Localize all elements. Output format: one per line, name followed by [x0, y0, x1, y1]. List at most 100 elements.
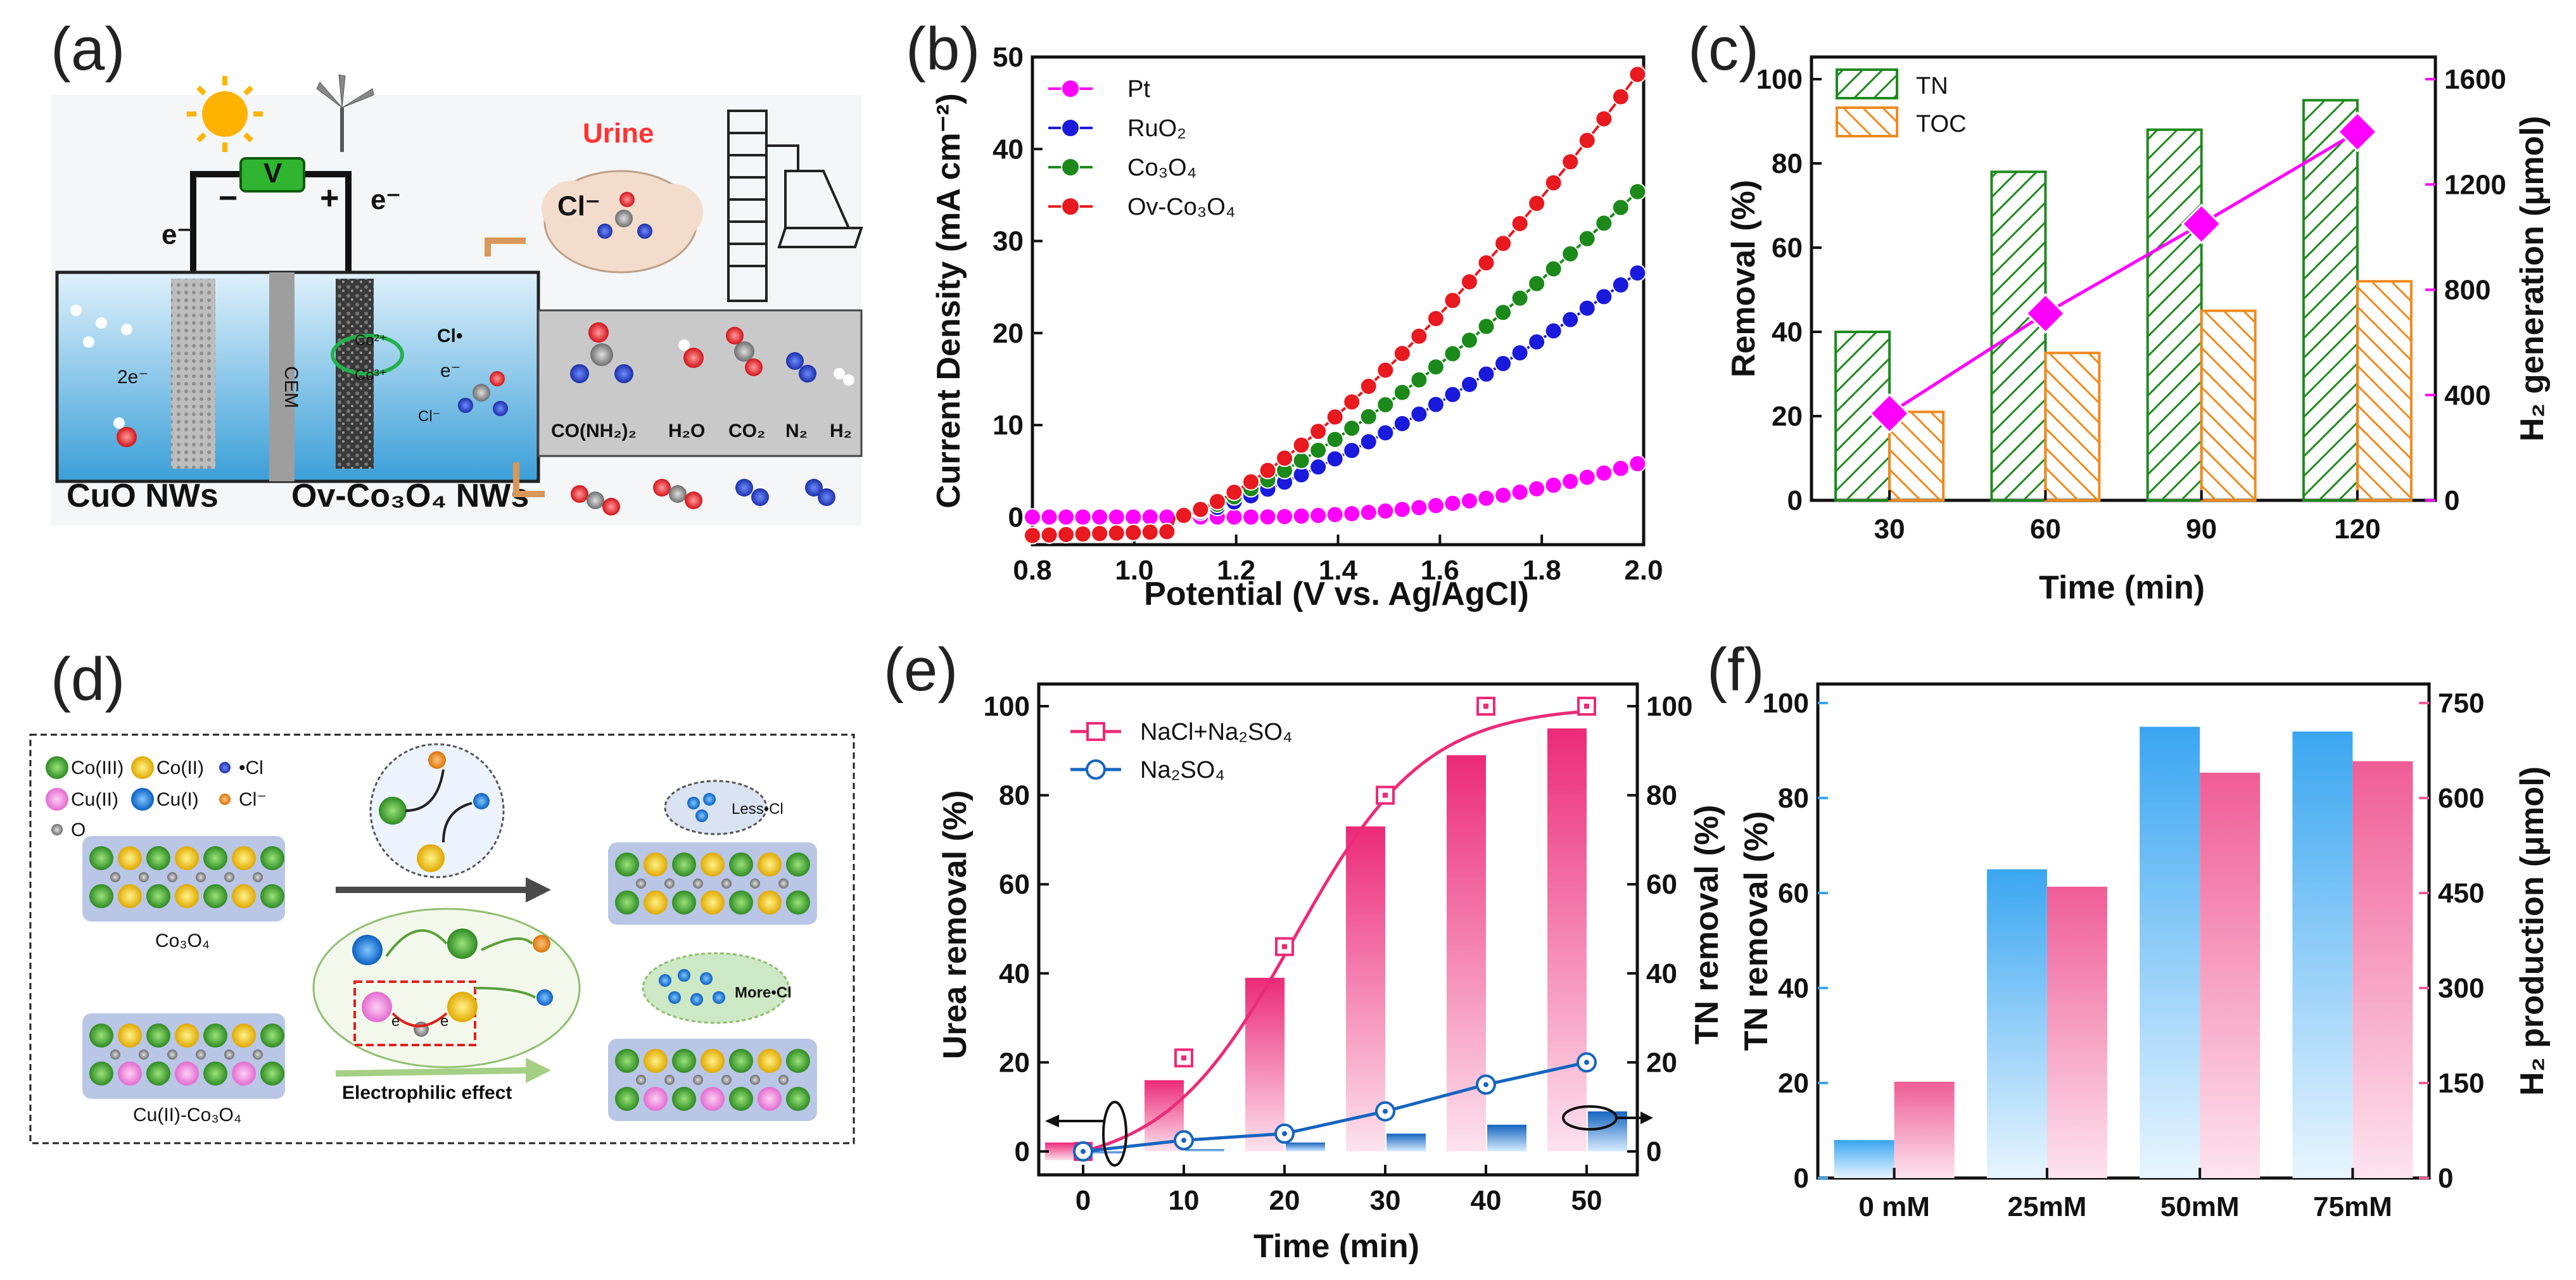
y2-tick-label: 600	[2438, 783, 2484, 814]
y-tick-label: 100	[984, 691, 1030, 722]
legend-label: Co(III)	[71, 757, 124, 778]
oxygen-atom	[224, 1049, 234, 1060]
left-axis-indicator	[1102, 1101, 1127, 1167]
data-point	[1477, 489, 1495, 507]
legend-marker	[131, 788, 154, 811]
legend-label: O	[71, 820, 86, 840]
atom	[672, 1049, 696, 1073]
chart-e-frame	[1037, 682, 1639, 1177]
data-point	[1595, 214, 1613, 232]
y2-tick-label: 60	[1646, 869, 1677, 900]
data-point	[1578, 131, 1596, 149]
atom	[758, 1087, 782, 1111]
chart-c-ylabel: Removal (%)	[1725, 180, 1762, 377]
atom	[175, 846, 199, 870]
atom	[644, 890, 668, 915]
y-tick-label: 80	[1772, 148, 1803, 179]
voltmeter	[239, 157, 305, 193]
y2-tick-label: 100	[1646, 691, 1692, 722]
y-tick-label: 0	[1794, 1163, 1809, 1194]
oxygen-atom	[167, 1049, 177, 1060]
legend-label: TN	[1916, 73, 1948, 99]
data-point	[1443, 385, 1462, 403]
y2-tick-label: 80	[1646, 780, 1677, 811]
data-point	[1241, 472, 1260, 491]
data-point	[1359, 407, 1378, 426]
chart-e-ylabel: Urea removal (%)	[937, 790, 974, 1060]
legend-marker	[46, 788, 68, 811]
data-point	[1628, 264, 1647, 282]
data-point	[1174, 506, 1193, 524]
legend-label: TOC	[1916, 111, 1967, 137]
chart-c-letter: (c)	[1688, 15, 1759, 83]
data-point	[1426, 310, 1445, 328]
data-point	[1292, 436, 1310, 454]
data-point	[1309, 441, 1328, 459]
chloride-reaction-circle	[369, 743, 505, 878]
oxygen-atom	[778, 878, 789, 889]
atom	[146, 1023, 170, 1048]
atom	[232, 846, 256, 870]
data-point	[1343, 419, 1361, 438]
reaction-cycle	[331, 334, 404, 376]
y-tick-label: 10	[993, 410, 1024, 441]
sun-icon	[187, 76, 263, 152]
y-tick-label: 20	[999, 1047, 1030, 1078]
data-point	[1544, 322, 1563, 340]
data-point	[1074, 508, 1092, 526]
data-point	[1091, 524, 1109, 543]
data-point	[1024, 508, 1041, 526]
right-arrow-head-icon	[1640, 1112, 1653, 1124]
atom	[232, 884, 256, 908]
chart-b-lsv: (b) 0.8 1.0 1.2 1.4 1.6 1.8 2.0 0 10 20 30 40 50 Pt R…	[906, 15, 1663, 612]
atom	[260, 1023, 284, 1048]
panel-a-letter: (a)	[51, 15, 125, 83]
bar-nacl	[1547, 728, 1587, 1151]
data-point	[1544, 476, 1563, 495]
atom	[118, 846, 142, 870]
na2so4-marker-dot	[1081, 1149, 1086, 1154]
product-molecules	[571, 479, 835, 516]
oxygen-atom	[664, 1075, 675, 1085]
atom	[146, 1061, 170, 1086]
x-tick-label: 0 mM	[1858, 1191, 1929, 1222]
data-point	[1494, 303, 1513, 322]
na2so4-line	[1082, 1060, 1587, 1153]
y-tick-label: 40	[1778, 973, 1809, 1004]
y-tick-label: 80	[999, 780, 1030, 811]
oxygen-atom	[664, 878, 675, 889]
oxygen-atom	[224, 872, 234, 882]
co3o4-slab	[82, 836, 285, 922]
nacl-fit-line	[1082, 709, 1587, 1153]
toilet-icon	[727, 110, 863, 302]
chart-f-frame	[1816, 682, 2431, 1180]
oxygen-atom	[253, 1049, 263, 1060]
product-arrow	[513, 462, 545, 497]
oxygen-atom	[636, 878, 646, 889]
electron-label-mid: e⁻	[440, 360, 461, 381]
data-point	[1611, 459, 1630, 478]
y-tick-label: 40	[1772, 317, 1803, 348]
data-point	[1292, 452, 1310, 470]
chart-f-production: (f) 0 mM 25mM 50mM 75mM 0 20 40 60 80 100 0 150 300 4…	[1707, 636, 2551, 1222]
data-point	[1359, 433, 1378, 451]
oxygen-atom	[139, 1049, 149, 1060]
voltmeter-label: V	[263, 158, 282, 189]
atom	[701, 1087, 725, 1111]
x-tick-label: 1.0	[1115, 555, 1153, 586]
data-point	[1460, 491, 1478, 510]
y2-tick-label: 150	[2438, 1068, 2484, 1099]
atom	[786, 852, 810, 877]
y-tick-label: 100	[1756, 64, 1803, 95]
data-point	[1511, 215, 1529, 233]
molecule-label: CO₂	[728, 421, 765, 441]
bar-h2-production	[1894, 1082, 1955, 1178]
y2-tick-label: 0	[2438, 1163, 2453, 1194]
oxygen-atom	[167, 872, 177, 882]
oxygen-atom	[750, 878, 760, 889]
atom	[615, 1087, 639, 1111]
data-point	[1528, 194, 1546, 213]
co3plus-label: Co³⁺	[355, 367, 387, 384]
data-point	[1528, 333, 1546, 351]
bar-tn-removal	[1986, 869, 2047, 1178]
